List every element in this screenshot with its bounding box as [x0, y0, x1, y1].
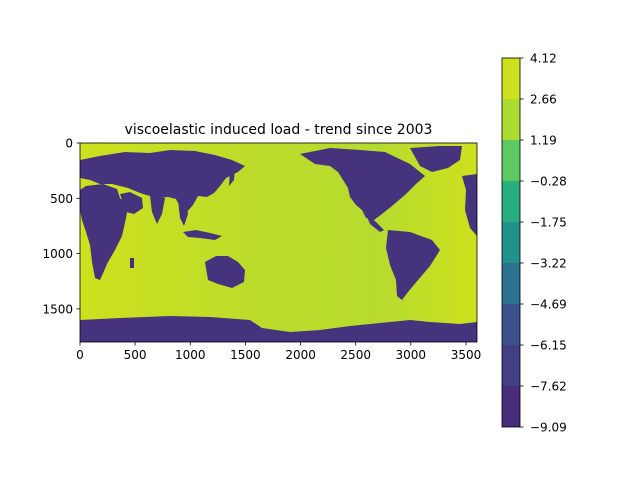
colorbar-band: [502, 304, 520, 345]
y-tick-label: 0: [65, 137, 73, 151]
chart-title: viscoelastic induced load - trend since …: [125, 122, 433, 138]
land-masses: [80, 146, 477, 342]
landmass-europe-wrap: [462, 174, 477, 236]
colorbar-band: [502, 140, 520, 181]
colorbar-tick-label: −3.22: [530, 257, 567, 271]
landmass-central-america: [366, 214, 384, 232]
x-tick: 3500: [451, 342, 482, 362]
colorbar-tick-label: −7.62: [530, 380, 567, 394]
landmass-africa: [80, 184, 128, 280]
colorbar-tick: 1.19: [520, 134, 557, 148]
y-tick-label: 1000: [42, 247, 73, 261]
colorbar-tick: −4.69: [520, 298, 567, 312]
x-tick: 500: [124, 342, 147, 362]
y-tick: 1000: [42, 247, 80, 261]
colorbar-tick: 4.12: [520, 52, 557, 66]
colorbar-tick-label: 1.19: [530, 134, 557, 148]
landmass-greenland: [410, 146, 462, 172]
colorbar-bands: [502, 58, 520, 427]
colorbar-tick: −7.62: [520, 380, 567, 394]
colorbar-tick: −3.22: [520, 257, 567, 271]
colorbar-tick-label: −4.69: [530, 298, 567, 312]
x-tick-label: 2000: [285, 348, 316, 362]
y-axis: 0 500 1000 1500: [42, 137, 80, 316]
colorbar-tick: −6.15: [520, 339, 567, 353]
colorbar-tick-label: 4.12: [530, 52, 557, 66]
heatmap-axes: 0 500 1000 1500 2000 2500 3000 3500 0 50…: [42, 137, 481, 363]
x-tick: 2000: [285, 342, 316, 362]
x-tick-label: 2500: [340, 348, 371, 362]
landmass-se-asia: [178, 200, 188, 226]
colorbar: 4.12 2.66 1.19 −0.28 −1.75 −3.22 −4.69 −…: [501, 52, 567, 435]
landmass-arabia: [120, 192, 143, 214]
landmass-japan: [229, 168, 235, 186]
colorbar-tick-label: −1.75: [530, 216, 567, 230]
landmass-eurasia: [80, 150, 245, 213]
x-tick-label: 3500: [451, 348, 482, 362]
landmass-antarctica: [80, 316, 477, 342]
x-tick-label: 3000: [396, 348, 427, 362]
x-tick: 0: [76, 342, 84, 362]
colorbar-tick: 2.66: [520, 93, 557, 107]
y-tick: 0: [65, 137, 80, 151]
x-tick-label: 500: [124, 348, 147, 362]
heatmap-field: [80, 143, 477, 342]
colorbar-ticks: 4.12 2.66 1.19 −0.28 −1.75 −3.22 −4.69 −…: [520, 52, 567, 435]
colorbar-band: [502, 181, 520, 222]
landmass-india: [150, 196, 165, 224]
landmass-south-america: [386, 230, 440, 300]
x-tick: 1500: [230, 342, 261, 362]
colorbar-tick-label: 2.66: [530, 93, 557, 107]
y-tick: 500: [50, 192, 80, 206]
landmass-indonesia: [183, 230, 222, 240]
colorbar-tick: −0.28: [520, 175, 567, 189]
colorbar-tick-label: −0.28: [530, 175, 567, 189]
colorbar-band: [502, 99, 520, 140]
colorbar-band: [502, 58, 520, 99]
x-tick: 2500: [340, 342, 371, 362]
x-tick: 1000: [175, 342, 206, 362]
x-tick-label: 1500: [230, 348, 261, 362]
y-tick-label: 1500: [42, 302, 73, 316]
y-tick-label: 500: [50, 192, 73, 206]
colorbar-frame: [501, 57, 521, 428]
colorbar-band: [502, 386, 520, 427]
x-tick-label: 1000: [175, 348, 206, 362]
landmass-australia: [205, 256, 245, 288]
y-tick: 1500: [42, 302, 80, 316]
x-tick: 3000: [396, 342, 427, 362]
colorbar-tick: −1.75: [520, 216, 567, 230]
landmass-north-america: [300, 148, 425, 220]
x-tick-label: 0: [76, 348, 84, 362]
colorbar-tick-label: −6.15: [530, 339, 567, 353]
axes-frame: [79, 142, 478, 343]
x-axis: 0 500 1000 1500 2000 2500 3000 3500: [76, 342, 481, 362]
colorbar-tick: −9.09: [520, 421, 567, 435]
landmass-madagascar: [130, 258, 134, 268]
colorbar-tick-label: −9.09: [530, 421, 567, 435]
colorbar-band: [502, 263, 520, 304]
colorbar-band: [502, 222, 520, 263]
colorbar-band: [502, 345, 520, 386]
